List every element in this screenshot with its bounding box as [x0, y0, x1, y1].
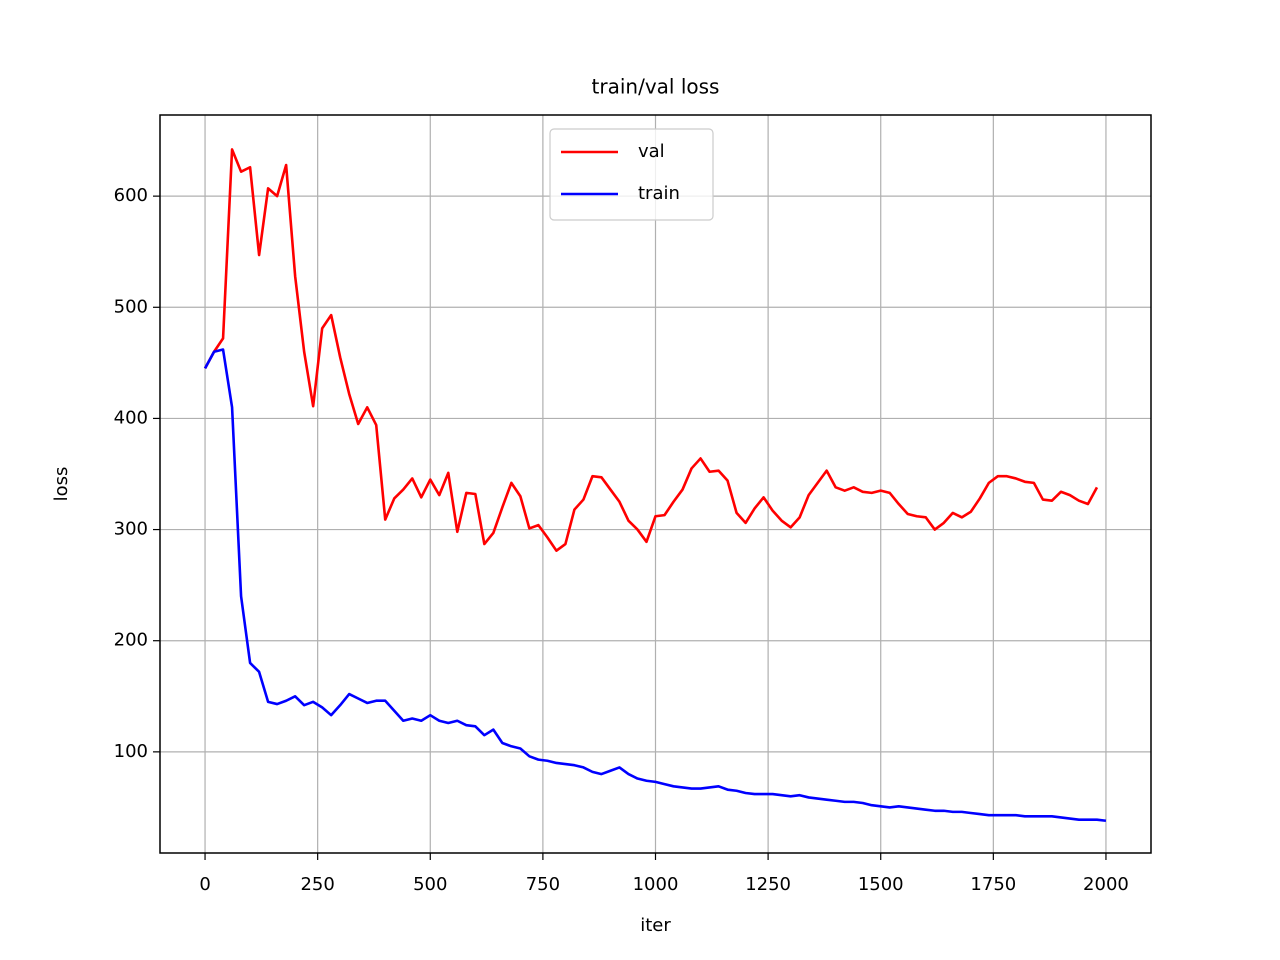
- series-line: [203, 148, 1099, 552]
- y-tick-label: 200: [114, 630, 148, 651]
- x-tick-label: 0: [199, 874, 210, 895]
- y-tick-label: 400: [114, 407, 148, 428]
- legend-label: val: [638, 141, 665, 162]
- x-tick-label: 1000: [633, 874, 679, 895]
- x-tick-label: 1750: [970, 874, 1016, 895]
- x-tick-label: 2000: [1083, 874, 1129, 895]
- y-tick-label: 500: [114, 296, 148, 317]
- x-axis-label: iter: [640, 915, 671, 936]
- x-tick-label: 750: [526, 874, 560, 895]
- x-tick-label: 250: [300, 874, 334, 895]
- chart-title: train/val loss: [592, 75, 720, 99]
- x-tick-label: 1500: [858, 874, 904, 895]
- legend-label: train: [638, 183, 680, 204]
- legend-box: [549, 128, 714, 221]
- series-line: [203, 348, 1107, 823]
- x-tick-label: 1250: [745, 874, 791, 895]
- y-tick-label: 100: [114, 741, 148, 762]
- x-tick-label: 500: [413, 874, 447, 895]
- plot-frame: [159, 114, 1152, 854]
- y-axis-label: loss: [51, 467, 72, 502]
- y-tick-label: 600: [114, 185, 148, 206]
- y-tick-label: 300: [114, 519, 148, 540]
